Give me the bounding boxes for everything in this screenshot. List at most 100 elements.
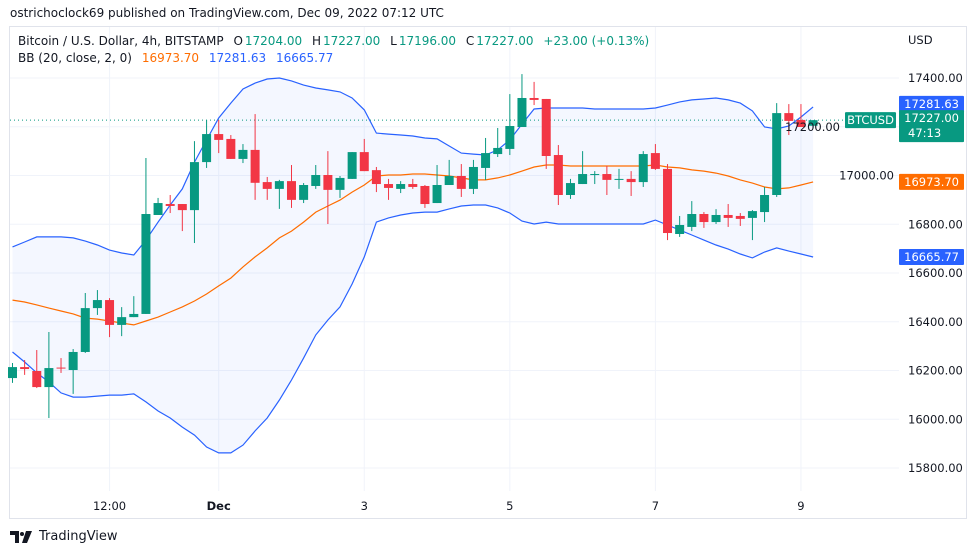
bb-lower-value: 16665.77 [276,51,334,65]
candle-body [92,300,102,309]
candle [772,103,782,197]
price-tick-label: 16400.00 [908,315,963,329]
candle-body [493,147,503,155]
candle [20,360,30,375]
candle [626,171,636,196]
candle-body [590,174,600,176]
candle-body [189,162,199,211]
time-tick-label: Dec [207,499,231,513]
candle-body [408,184,418,187]
candle [8,362,17,383]
candle-body [177,204,187,211]
candle [760,186,770,223]
close-value: 17227.00 [476,34,534,48]
candle [420,185,430,208]
candle [614,168,624,189]
candle [250,114,260,200]
candle-body [299,185,309,200]
candle [638,151,648,187]
candle-body [105,300,115,325]
symbol-legend[interactable]: Bitcoin / U.S. Dollar, 4h, BITSTAMP O 172… [18,34,651,48]
candle [165,195,175,214]
candle [226,135,236,159]
candle-body [335,177,345,190]
low-label: L [390,34,397,48]
countdown-text: 47:13 [908,126,941,140]
candle [432,165,442,204]
bb-lower-price-label-bg [899,248,964,265]
candle-body [638,154,648,183]
bb-basis-line [12,164,814,326]
grid [10,27,899,491]
candle-body [565,183,575,195]
candle-body [371,170,381,185]
candle [396,181,406,194]
candle-body [614,178,624,180]
candle-body [129,313,139,318]
candle-body [153,203,163,215]
candle-body [541,98,551,156]
publisher-line: ostrichoclock69 published on TradingView… [10,6,444,20]
candle-body [165,204,175,206]
candle [299,183,309,204]
symbol-tag: BTCUSD [845,112,896,129]
candle [529,81,539,106]
time-tick-label: 7 [652,499,659,513]
candle-body [687,214,697,227]
candle [553,145,563,205]
candle-body [141,214,151,314]
candle [663,164,673,241]
candle [286,165,296,208]
candle-body [347,152,357,179]
candle [32,350,42,389]
candle [359,138,369,172]
price-tick-label: 17400.00 [908,71,963,85]
candle [262,176,272,200]
candle [274,179,284,209]
candle [129,296,139,318]
open-label: O [233,34,243,48]
time-tick-label: 3 [361,499,368,513]
candle [505,94,515,156]
candle [602,165,612,195]
bb-upper-price-label-text: 17281.63 [904,97,959,111]
candle-body [675,224,685,234]
candles [8,74,818,419]
tradingview-logo-icon [10,530,32,543]
candle [493,127,503,157]
candle [214,119,224,154]
candle [323,151,333,225]
candle [796,104,806,127]
bb-legend[interactable]: BB (20, close, 2, 0) 16973.70 17281.63 1… [18,51,335,65]
price-tick-label: 16600.00 [908,266,963,280]
candle-body [735,215,745,219]
bb-basis-value: 16973.70 [141,51,200,65]
candle-body [650,153,660,169]
price-tick-label: 15800.00 [908,461,963,475]
candle-body [286,181,296,200]
candle-body [760,195,770,213]
bb-lower-price-label: 16665.77 [899,248,964,265]
candle [371,166,381,193]
candle [141,157,151,314]
high-value: 17227.00 [323,34,381,48]
price-tick-label: 17200.00 [785,120,840,134]
candle [650,144,660,170]
candle [590,171,600,185]
candle-body [517,97,527,127]
candle-body [808,120,818,126]
last-price-label-text: 17227.00 [904,111,959,125]
candle [153,197,163,215]
candle-body [711,214,721,223]
time-tick-label: 9 [797,499,804,513]
band-fill [12,78,814,453]
high-label: H [312,34,322,48]
candle-body [56,367,66,369]
candle-body [311,175,321,186]
low-value: 17196.00 [398,34,457,48]
candle-body [432,185,442,204]
tradingview-logo[interactable]: TradingView [10,529,118,544]
candle-body [274,181,284,189]
candle [177,204,187,232]
